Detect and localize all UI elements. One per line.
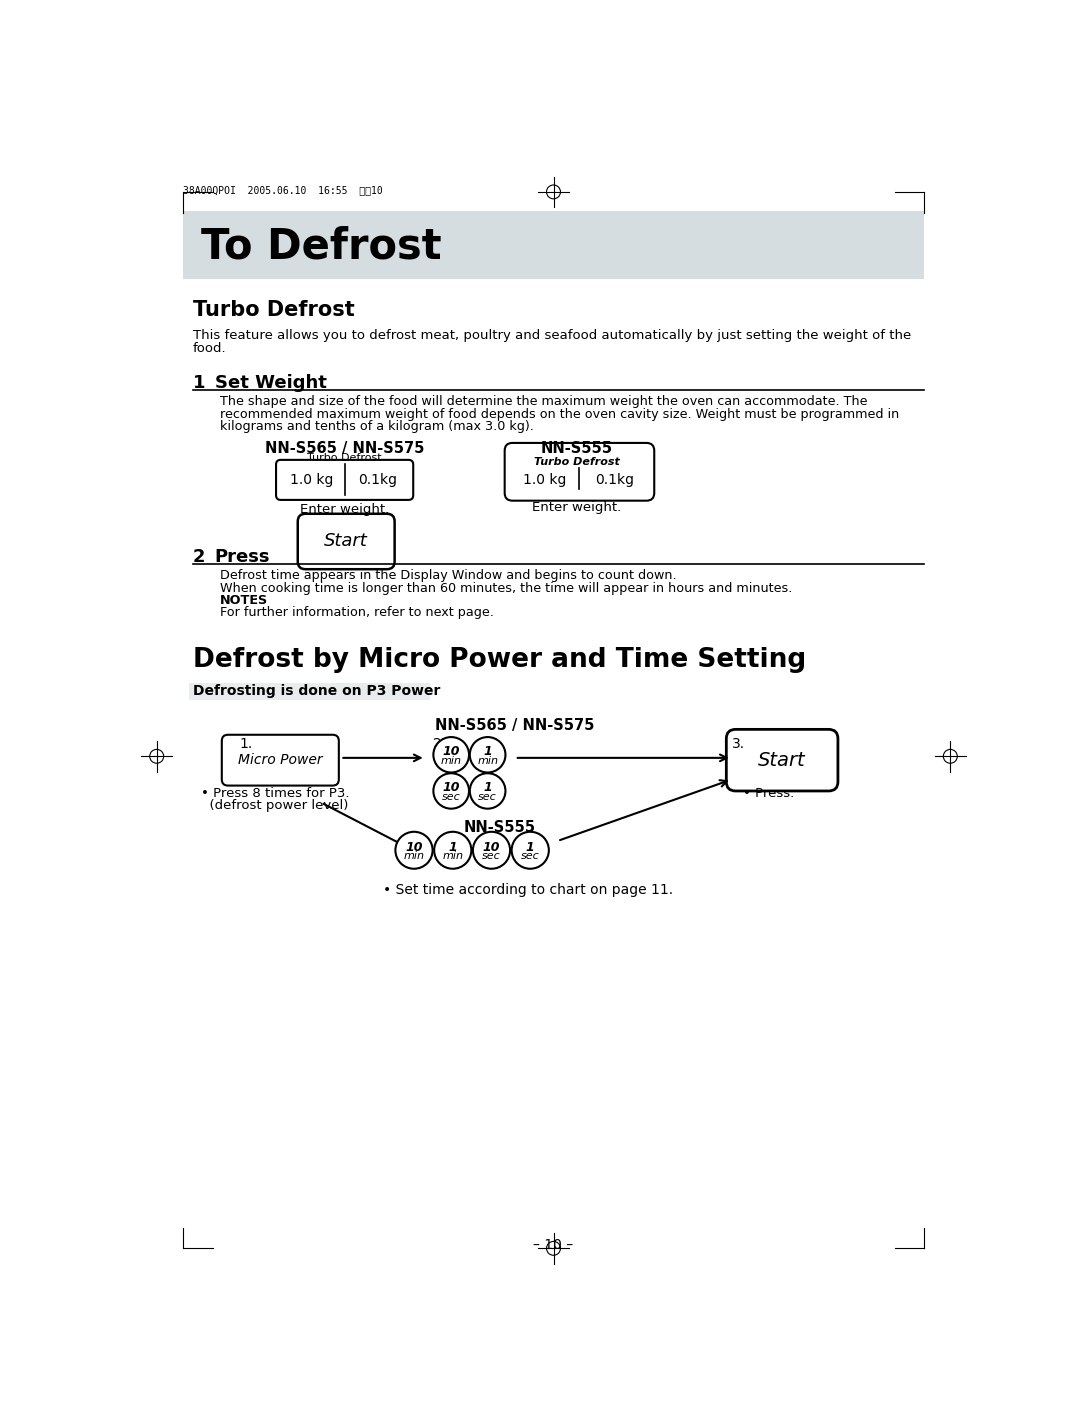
FancyBboxPatch shape (189, 683, 430, 700)
Text: NOTES: NOTES (220, 593, 268, 607)
Text: min: min (442, 851, 463, 861)
Text: Turbo Defrost: Turbo Defrost (534, 456, 620, 466)
Text: 38A00QPOI  2005.06.10  16:55  页面10: 38A00QPOI 2005.06.10 16:55 页面10 (183, 185, 382, 195)
Text: 1: 1 (526, 841, 535, 854)
Text: NN-S565 / NN-S575: NN-S565 / NN-S575 (435, 717, 594, 733)
Text: min: min (441, 756, 462, 766)
Text: :: : (254, 593, 258, 607)
Text: Defrosting is done on P3 Power: Defrosting is done on P3 Power (193, 684, 441, 697)
Text: Micro Power: Micro Power (238, 753, 323, 767)
Text: 1: 1 (483, 781, 492, 794)
Text: 2.: 2. (433, 737, 446, 752)
Text: • Set time according to chart on page 11.: • Set time according to chart on page 11… (383, 883, 673, 897)
Text: To Defrost: To Defrost (201, 225, 442, 268)
Text: Enter weight.: Enter weight. (532, 501, 621, 513)
FancyBboxPatch shape (276, 459, 414, 501)
Text: – 10 –: – 10 – (534, 1238, 573, 1252)
Text: 10: 10 (443, 746, 460, 759)
Text: The shape and size of the food will determine the maximum weight the oven can ac: The shape and size of the food will dete… (220, 395, 867, 408)
Text: sec: sec (482, 851, 501, 861)
Text: sec: sec (478, 791, 497, 803)
Text: Defrost by Micro Power and Time Setting: Defrost by Micro Power and Time Setting (193, 647, 807, 673)
Text: • Press 8 times for P3.: • Press 8 times for P3. (201, 787, 349, 800)
Text: For further information, refer to next page.: For further information, refer to next p… (220, 606, 495, 619)
Circle shape (470, 773, 505, 809)
Text: Start: Start (758, 750, 806, 770)
Text: food.: food. (193, 342, 227, 355)
FancyBboxPatch shape (221, 734, 339, 786)
Text: NN-S555: NN-S555 (541, 441, 612, 456)
Text: NN-S565 / NN-S575: NN-S565 / NN-S575 (265, 441, 424, 456)
Text: Defrost time appears in the Display Window and begins to count down.: Defrost time appears in the Display Wind… (220, 569, 677, 582)
FancyBboxPatch shape (727, 729, 838, 791)
Text: 2: 2 (193, 549, 205, 566)
Text: 1.0 kg: 1.0 kg (523, 473, 566, 486)
FancyBboxPatch shape (183, 211, 924, 279)
Text: Start: Start (324, 532, 368, 550)
Text: 1.: 1. (240, 737, 253, 752)
Text: 10: 10 (483, 841, 500, 854)
Text: min: min (477, 756, 498, 766)
Text: (defrost power level): (defrost power level) (201, 800, 348, 813)
Text: kilograms and tenths of a kilogram (max 3.0 kg).: kilograms and tenths of a kilogram (max … (220, 419, 535, 434)
Circle shape (433, 773, 469, 809)
Text: 1.0 kg: 1.0 kg (291, 473, 334, 486)
Text: NN-S555: NN-S555 (463, 820, 536, 836)
FancyBboxPatch shape (504, 443, 654, 501)
Circle shape (395, 831, 433, 868)
Circle shape (512, 831, 549, 868)
Text: When cooking time is longer than 60 minutes, the time will appear in hours and m: When cooking time is longer than 60 minu… (220, 582, 793, 595)
Text: 10: 10 (443, 781, 460, 794)
Text: 1: 1 (448, 841, 457, 854)
Text: 1: 1 (193, 374, 205, 392)
Circle shape (434, 831, 471, 868)
Text: Turbo Defrost: Turbo Defrost (307, 453, 381, 463)
Text: 10: 10 (405, 841, 422, 854)
Text: 3.: 3. (732, 737, 745, 752)
Circle shape (473, 831, 510, 868)
Circle shape (433, 737, 469, 773)
Text: Press: Press (215, 549, 270, 566)
Text: min: min (404, 851, 424, 861)
FancyBboxPatch shape (298, 513, 394, 569)
Text: sec: sec (521, 851, 540, 861)
Circle shape (470, 737, 505, 773)
Text: 0.1kg: 0.1kg (595, 473, 634, 486)
Text: 1: 1 (483, 746, 492, 759)
Text: This feature allows you to defrost meat, poultry and seafood automatically by ju: This feature allows you to defrost meat,… (193, 329, 912, 342)
Text: 0.1kg: 0.1kg (357, 473, 396, 486)
Text: sec: sec (442, 791, 460, 803)
Text: Set Weight: Set Weight (215, 374, 326, 392)
Text: • Press.: • Press. (743, 787, 795, 800)
Text: Enter weight.: Enter weight. (299, 503, 389, 516)
Text: recommended maximum weight of food depends on the oven cavity size. Weight must : recommended maximum weight of food depen… (220, 408, 900, 421)
Text: Turbo Defrost: Turbo Defrost (193, 301, 355, 321)
